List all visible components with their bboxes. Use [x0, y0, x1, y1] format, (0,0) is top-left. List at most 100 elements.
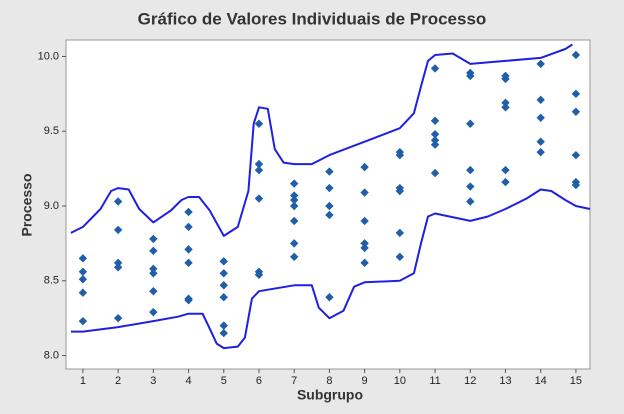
data-point: [289, 195, 299, 205]
data-point: [571, 107, 581, 116]
data-point: [536, 137, 545, 146]
data-point: [113, 258, 123, 268]
data-point: [149, 287, 158, 296]
x-tick-label: 3: [150, 375, 156, 387]
x-tick-label: 13: [499, 375, 511, 387]
data-point: [430, 140, 440, 149]
chart-title: Gráfico de Valores Individuais de Proces…: [138, 9, 487, 28]
data-point: [360, 258, 369, 268]
data-point: [219, 281, 228, 290]
data-point: [466, 119, 475, 128]
data-point: [113, 313, 123, 323]
data-point: [289, 201, 299, 211]
data-point: [78, 254, 88, 263]
data-point: [501, 165, 510, 175]
data-point: [395, 186, 405, 196]
data-point: [289, 179, 299, 188]
data-point: [360, 188, 369, 197]
data-point: [78, 316, 88, 326]
data-point: [113, 197, 123, 206]
data-point: [254, 119, 264, 128]
data-point: [219, 328, 228, 338]
data-point: [184, 296, 193, 305]
data-point: [536, 147, 545, 157]
x-tick-label: 5: [221, 375, 227, 387]
data-point: [78, 288, 88, 297]
data-point: [571, 150, 581, 160]
x-tick-label: 11: [429, 375, 440, 387]
x-tick-label: 9: [362, 375, 368, 387]
data-point: [571, 89, 581, 99]
data-point: [536, 59, 545, 69]
x-tick-label: 7: [291, 375, 297, 387]
data-point: [501, 177, 510, 187]
data-point: [466, 71, 475, 81]
data-point: [395, 228, 405, 238]
data-point: [430, 64, 440, 73]
x-tick-label: 12: [464, 375, 476, 387]
data-point: [501, 103, 510, 112]
data-point: [571, 50, 581, 60]
data-point: [78, 275, 88, 284]
data-point: [325, 167, 334, 176]
data-point: [466, 197, 475, 206]
data-point: [466, 165, 475, 175]
envelope-line: [70, 43, 573, 237]
x-tick-label: 1: [80, 375, 86, 387]
x-tick-label: 10: [394, 375, 406, 387]
data-point: [325, 210, 334, 220]
data-point: [430, 168, 440, 178]
data-point: [395, 150, 405, 160]
data-point: [360, 162, 369, 172]
data-point: [184, 222, 193, 232]
data-point: [536, 113, 545, 122]
data-point: [184, 258, 193, 268]
data-point: [466, 182, 475, 191]
data-point: [219, 257, 228, 266]
data-point: [536, 95, 545, 105]
data-point: [571, 180, 581, 190]
data-point: [184, 207, 193, 217]
y-tick-label: 8.5: [44, 275, 59, 287]
data-point: [360, 243, 369, 253]
data-point: [113, 263, 123, 272]
envelope-line: [70, 188, 591, 350]
data-point: [149, 264, 158, 274]
data-point: [325, 183, 334, 193]
data-point: [254, 270, 264, 279]
x-tick-label: 4: [185, 375, 191, 387]
data-point: [254, 194, 264, 203]
y-tick-label: 9.5: [44, 125, 59, 137]
y-tick-label: 9.0: [44, 200, 59, 212]
data-point: [430, 135, 440, 145]
data-point: [149, 269, 158, 278]
data-point: [289, 191, 299, 200]
data-point: [219, 321, 228, 330]
x-tick-label: 6: [256, 375, 262, 387]
data-point: [149, 307, 158, 317]
y-tick-label: 10.0: [38, 50, 59, 62]
data-point: [254, 165, 264, 175]
data-point: [219, 269, 228, 278]
data-point: [219, 293, 228, 302]
data-point: [325, 201, 334, 211]
data-point: [113, 225, 123, 235]
data-point: [78, 267, 88, 276]
data-point: [430, 116, 440, 125]
data-point: [360, 239, 369, 248]
data-point: [430, 130, 440, 139]
data-point: [184, 245, 193, 254]
data-point: [501, 98, 510, 108]
x-tick-label: 2: [115, 375, 121, 387]
data-point: [149, 234, 158, 244]
data-point: [289, 239, 299, 248]
y-axis-title: Processo: [19, 173, 35, 236]
data-point: [325, 293, 334, 302]
y-tick-label: 8.0: [44, 349, 59, 361]
data-point: [254, 159, 264, 169]
data-point: [360, 216, 369, 226]
x-tick-label: 14: [535, 375, 547, 387]
x-tick-label: 15: [570, 375, 582, 387]
